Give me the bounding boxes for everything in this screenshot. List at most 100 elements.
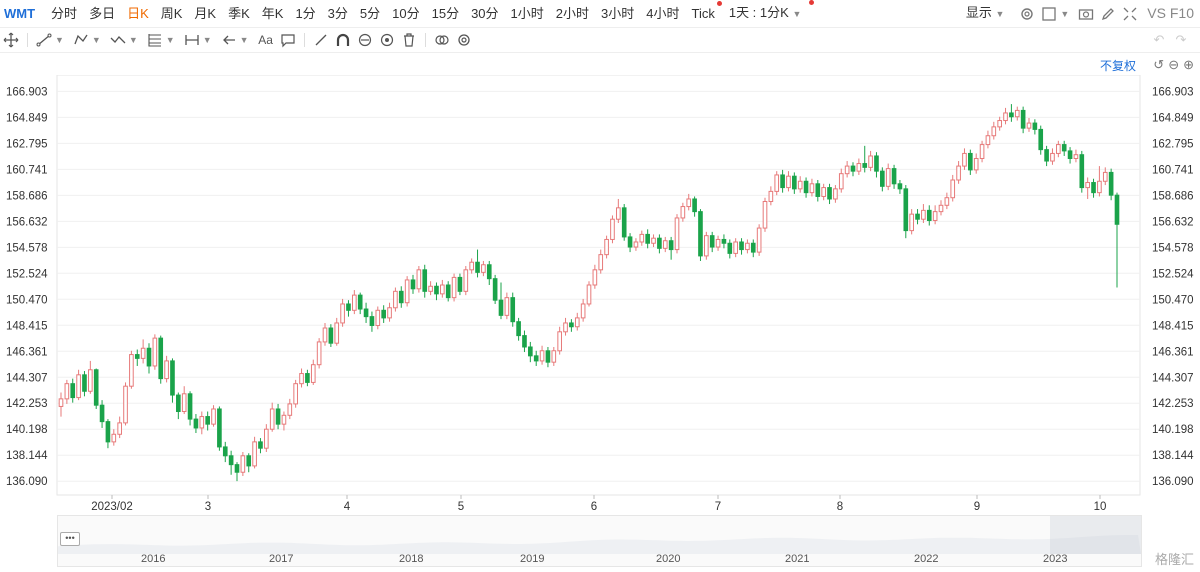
period-tab[interactable]: 日K bbox=[127, 6, 149, 21]
candle-body[interactable] bbox=[422, 269, 428, 292]
candle-body[interactable] bbox=[428, 285, 433, 292]
chevron-down-icon[interactable]: ▼ bbox=[202, 35, 212, 45]
candle-body[interactable] bbox=[885, 168, 891, 187]
candle-body[interactable] bbox=[1050, 152, 1055, 162]
candle-body[interactable] bbox=[1038, 128, 1044, 151]
candle-body[interactable] bbox=[258, 441, 263, 449]
candle-body[interactable] bbox=[792, 175, 797, 190]
candle-body[interactable] bbox=[1020, 109, 1026, 129]
period-tab[interactable]: 10分 bbox=[392, 6, 420, 21]
candle-body[interactable] bbox=[545, 350, 551, 363]
candle-body[interactable] bbox=[921, 209, 926, 220]
candle-body[interactable] bbox=[486, 264, 492, 280]
redo-icon[interactable]: ↷ bbox=[1175, 32, 1187, 47]
candle-body[interactable] bbox=[293, 383, 298, 405]
candle-body[interactable] bbox=[64, 383, 70, 400]
candle-body[interactable] bbox=[733, 241, 738, 254]
comment-icon[interactable] bbox=[277, 29, 299, 51]
candle-body[interactable] bbox=[651, 237, 656, 244]
candle-body[interactable] bbox=[985, 135, 991, 146]
candle-body[interactable] bbox=[287, 403, 293, 416]
candle-body[interactable] bbox=[1026, 122, 1032, 129]
candle-body[interactable] bbox=[557, 331, 562, 352]
candle-body[interactable] bbox=[897, 183, 903, 190]
candle-body[interactable] bbox=[510, 297, 516, 323]
candle-body[interactable] bbox=[750, 242, 756, 253]
candle-body[interactable] bbox=[316, 341, 322, 366]
candle-body[interactable] bbox=[492, 278, 498, 301]
period-tab[interactable]: 2小时 bbox=[555, 6, 590, 21]
candle-body[interactable] bbox=[252, 441, 257, 467]
period-tab[interactable]: 30分 bbox=[471, 6, 499, 21]
candle-body[interactable] bbox=[786, 175, 791, 189]
candle-body[interactable] bbox=[1067, 150, 1073, 159]
candle-body[interactable] bbox=[205, 416, 210, 425]
period-tab[interactable]: Tick bbox=[685, 0, 722, 27]
candle-body[interactable] bbox=[1114, 194, 1120, 225]
candle-body[interactable] bbox=[469, 261, 474, 271]
candle-body[interactable] bbox=[246, 455, 252, 467]
candle-body[interactable] bbox=[457, 276, 463, 292]
period-tab[interactable]: 季K bbox=[228, 6, 250, 21]
trash-icon[interactable] bbox=[398, 29, 420, 51]
candle-body[interactable] bbox=[698, 211, 703, 257]
candle-body[interactable] bbox=[997, 120, 1002, 128]
candle-body[interactable] bbox=[968, 152, 973, 171]
compare-icon[interactable] bbox=[431, 29, 453, 51]
candle-body[interactable] bbox=[158, 337, 164, 380]
candle-body[interactable] bbox=[410, 279, 416, 290]
candle-body[interactable] bbox=[211, 408, 216, 425]
visibility-eye-icon[interactable] bbox=[376, 29, 398, 51]
candle-body[interactable] bbox=[334, 322, 340, 344]
candle-body[interactable] bbox=[821, 187, 826, 197]
candle-body[interactable] bbox=[903, 188, 909, 232]
lock-drawings-icon[interactable] bbox=[354, 29, 376, 51]
candle-body[interactable] bbox=[440, 284, 445, 295]
candle-body[interactable] bbox=[668, 240, 674, 251]
candle-body[interactable] bbox=[962, 152, 967, 167]
symbol-label[interactable]: WMT bbox=[4, 6, 36, 21]
candle-body[interactable] bbox=[891, 168, 897, 185]
candle-body[interactable] bbox=[686, 198, 692, 208]
candle-body[interactable] bbox=[756, 227, 762, 253]
candle-body[interactable] bbox=[416, 269, 422, 290]
candle-body[interactable] bbox=[305, 373, 310, 383]
candle-body[interactable] bbox=[393, 290, 398, 309]
candle-body[interactable] bbox=[680, 206, 686, 219]
candle-body[interactable] bbox=[844, 165, 850, 175]
candle-body[interactable] bbox=[639, 233, 645, 243]
candle-body[interactable] bbox=[181, 393, 187, 413]
candle-body[interactable] bbox=[592, 269, 598, 286]
period-tab[interactable]: 4小时 bbox=[646, 6, 680, 21]
candle-body[interactable] bbox=[926, 209, 932, 221]
move-crosshair-icon[interactable] bbox=[0, 29, 22, 51]
candle-body[interactable] bbox=[574, 317, 580, 328]
candle-body[interactable] bbox=[152, 337, 158, 367]
candle-body[interactable] bbox=[234, 464, 240, 473]
candle-body[interactable] bbox=[880, 170, 885, 187]
zoom-in-icon[interactable]: ⊕ bbox=[1183, 57, 1194, 72]
chevron-down-icon[interactable]: ▼ bbox=[91, 35, 101, 45]
candle-body[interactable] bbox=[1102, 171, 1108, 182]
polyline-icon[interactable] bbox=[70, 29, 92, 51]
vs-f10-button[interactable]: VS F10 bbox=[1147, 5, 1194, 21]
period-tab[interactable]: 周K bbox=[160, 6, 183, 21]
period-tab[interactable]: 年K bbox=[261, 6, 284, 21]
candle-body[interactable] bbox=[715, 238, 721, 248]
chevron-down-icon[interactable]: ▼ bbox=[1060, 8, 1070, 19]
candle-body[interactable] bbox=[352, 294, 357, 311]
candle-body[interactable] bbox=[610, 218, 615, 240]
trendline-icon[interactable] bbox=[33, 29, 55, 51]
pencil-icon[interactable] bbox=[1097, 3, 1119, 25]
candle-body[interactable] bbox=[170, 360, 175, 396]
candle-body[interactable] bbox=[627, 236, 633, 248]
candle-body[interactable] bbox=[1091, 182, 1096, 194]
candle-body[interactable] bbox=[1032, 122, 1038, 130]
candle-body[interactable] bbox=[721, 238, 727, 244]
candle-body[interactable] bbox=[445, 284, 451, 299]
candle-body[interactable] bbox=[522, 335, 527, 348]
zigzag-icon[interactable] bbox=[107, 29, 129, 51]
candle-body[interactable] bbox=[463, 269, 469, 292]
candle-body[interactable] bbox=[709, 235, 715, 248]
candle-body[interactable] bbox=[404, 279, 410, 304]
